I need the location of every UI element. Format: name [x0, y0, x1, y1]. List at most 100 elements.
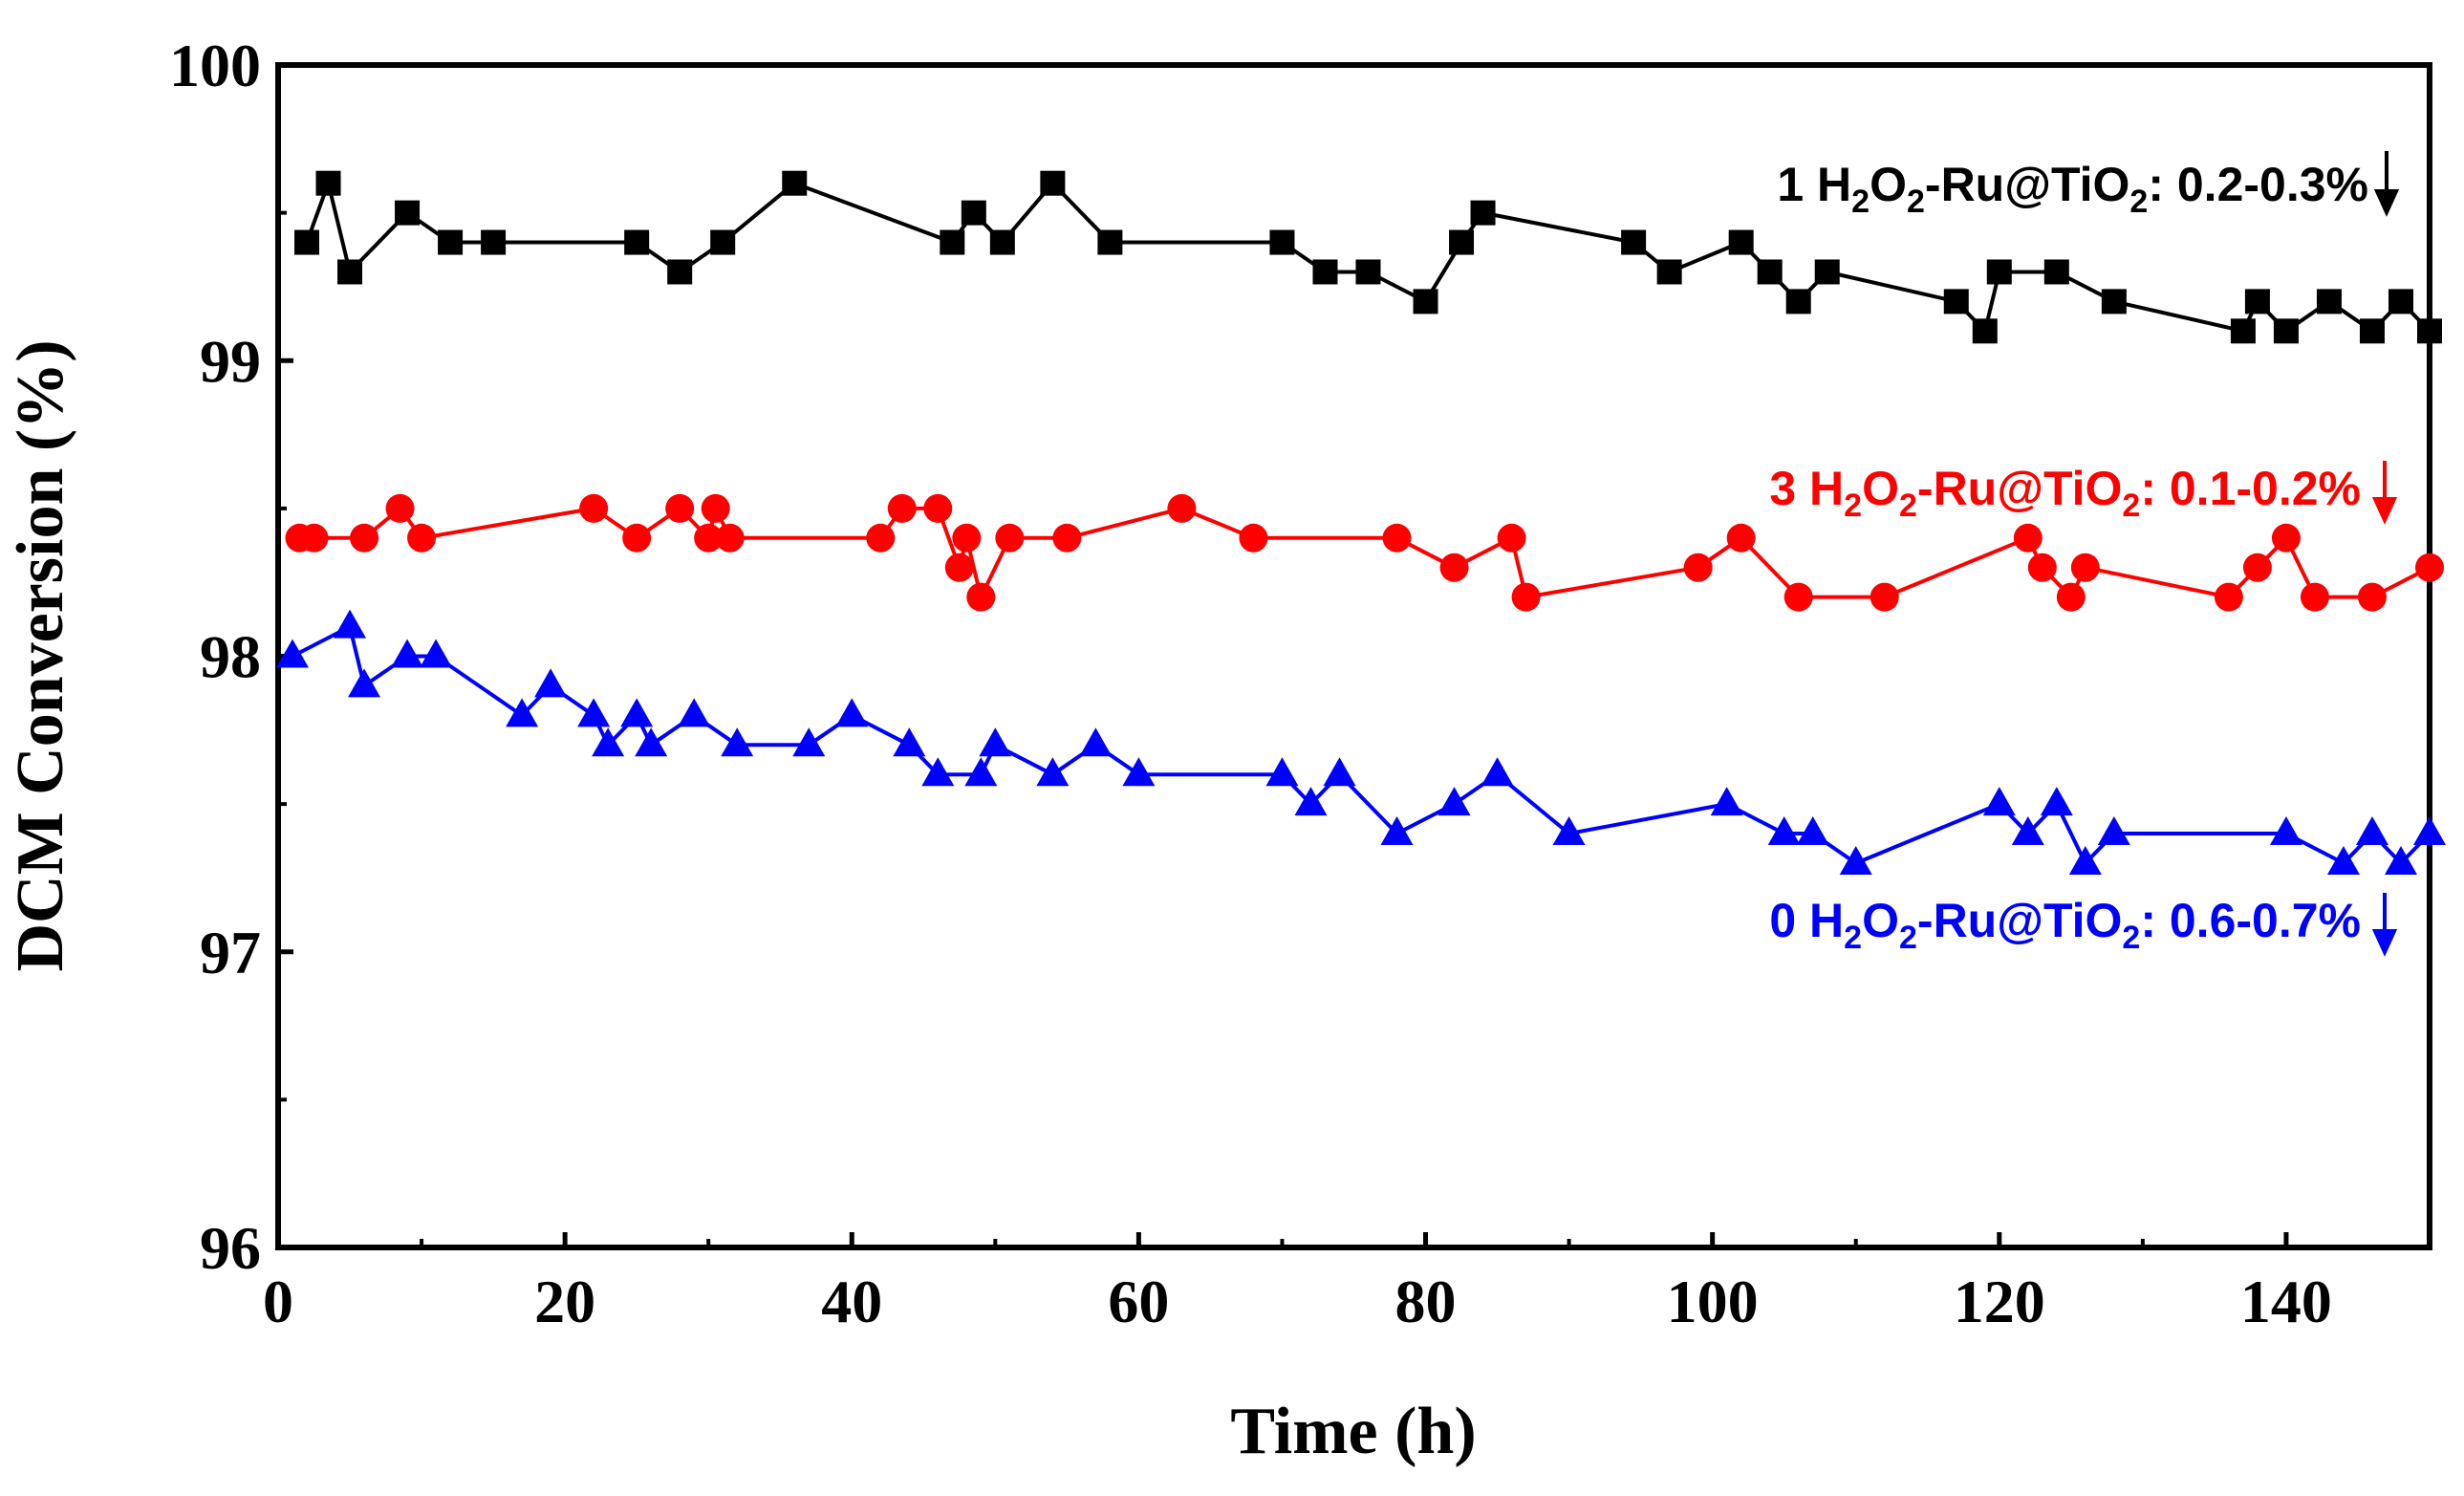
data-point	[2013, 523, 2043, 553]
data-point	[620, 698, 654, 727]
data-point	[438, 229, 464, 255]
data-point	[1355, 259, 1381, 285]
data-point	[1943, 289, 1969, 314]
data-point	[391, 639, 424, 668]
data-point	[299, 523, 329, 553]
annotation-3-mid2: -Ru@TiO	[1917, 462, 2122, 515]
data-point	[1294, 787, 1328, 816]
data-point	[506, 698, 539, 727]
data-point	[715, 523, 745, 553]
y-tick-label: 96	[200, 1214, 261, 1282]
data-point	[1621, 229, 1647, 255]
data-point	[1122, 757, 1156, 787]
data-point	[721, 727, 754, 757]
data-point	[1439, 553, 1469, 582]
data-point	[395, 200, 421, 226]
data-point	[1767, 816, 1801, 846]
data-point	[1656, 259, 1682, 285]
series-circle	[285, 493, 2444, 612]
data-point	[2388, 289, 2413, 314]
y-axis-ticks: 96 97 98 99 100	[169, 32, 293, 1282]
y-tick-label: 100	[169, 32, 261, 99]
down-arrow-icon	[2371, 461, 2398, 525]
data-point	[1783, 582, 1813, 612]
data-point	[2271, 523, 2301, 553]
data-point	[966, 582, 996, 612]
annotation-0-sub3: 2	[2122, 920, 2140, 956]
data-point	[944, 553, 974, 582]
data-point	[1511, 582, 1541, 612]
data-point	[1269, 229, 1295, 255]
x-tick-label: 100	[1667, 1268, 1759, 1335]
y-axis-title: DCM Conversion (%)	[4, 339, 77, 971]
data-point	[1470, 200, 1496, 226]
data-point	[385, 493, 415, 523]
data-point	[1040, 170, 1066, 196]
data-point	[337, 259, 363, 285]
data-point	[348, 668, 381, 698]
data-point	[782, 170, 808, 196]
data-point	[1481, 757, 1514, 787]
data-point	[1097, 229, 1123, 255]
data-point	[1839, 845, 1872, 875]
data-point	[2056, 582, 2086, 612]
data-point	[2011, 816, 2044, 846]
data-point	[979, 727, 1012, 757]
data-point	[2027, 553, 2057, 582]
annotation-1-mid2: -Ru@TiO	[1925, 158, 2129, 211]
data-point	[1683, 553, 1713, 582]
annotation-1-suffix: : 0.2-0.3%	[2148, 158, 2368, 211]
down-arrow-icon	[2373, 151, 2400, 217]
data-point	[1413, 289, 1438, 314]
data-point	[2242, 553, 2272, 582]
data-point	[2043, 259, 2069, 285]
data-point	[1239, 523, 1268, 553]
data-point	[334, 609, 367, 639]
svg-text:3 H2O2-Ru@TiO2: 0.1-0.2%: 3 H2O2-Ru@TiO2: 0.1-0.2%	[1769, 462, 2361, 524]
data-point	[665, 493, 695, 523]
data-point	[635, 727, 668, 757]
data-point	[577, 698, 611, 727]
data-point	[1982, 787, 2016, 816]
annotation-0: 0 H2O2-Ru@TiO2: 0.6-0.7%	[1769, 893, 2398, 957]
x-axis-ticks: 0 20 40 60 80 100 120 140	[263, 1232, 2332, 1335]
annotation-1-sub2: 2	[1907, 184, 1925, 220]
data-point	[989, 229, 1015, 255]
annotation-3-sub2: 2	[1899, 488, 1917, 524]
data-point	[2357, 582, 2387, 612]
annotation-3-prefix: 3 H	[1769, 462, 1844, 515]
annotation-0-mid2: -Ru@TiO	[1917, 894, 2122, 947]
data-point	[678, 698, 711, 727]
data-point	[961, 200, 986, 226]
x-tick-label: 0	[263, 1268, 293, 1335]
data-point	[2300, 582, 2329, 612]
data-point	[2070, 553, 2100, 582]
data-point	[2273, 318, 2299, 344]
data-point	[294, 229, 320, 255]
data-point	[2384, 845, 2417, 875]
annotation-0-suffix: : 0.6-0.7%	[2140, 894, 2361, 947]
data-point	[923, 493, 953, 523]
data-point	[893, 727, 926, 757]
data-point	[2413, 816, 2446, 846]
data-point	[1986, 259, 2012, 285]
series-layer	[276, 170, 2446, 875]
annotation-3-sub3: 2	[2122, 488, 2140, 524]
data-point	[2417, 318, 2442, 344]
data-point	[2068, 845, 2102, 875]
annotation-3-sub1: 2	[1844, 488, 1862, 524]
data-point	[624, 229, 650, 255]
data-point	[315, 170, 341, 196]
data-point	[2214, 582, 2243, 612]
x-tick-label: 80	[1395, 1268, 1457, 1335]
data-point	[701, 493, 730, 523]
data-point	[1726, 523, 1756, 553]
data-point	[940, 229, 965, 255]
x-tick-label: 120	[1954, 1268, 2045, 1335]
data-point	[1814, 259, 1840, 285]
data-point	[622, 523, 652, 553]
data-point	[481, 229, 507, 255]
x-tick-label: 40	[821, 1268, 882, 1335]
y-tick-label: 98	[200, 623, 261, 691]
data-point	[921, 757, 955, 787]
